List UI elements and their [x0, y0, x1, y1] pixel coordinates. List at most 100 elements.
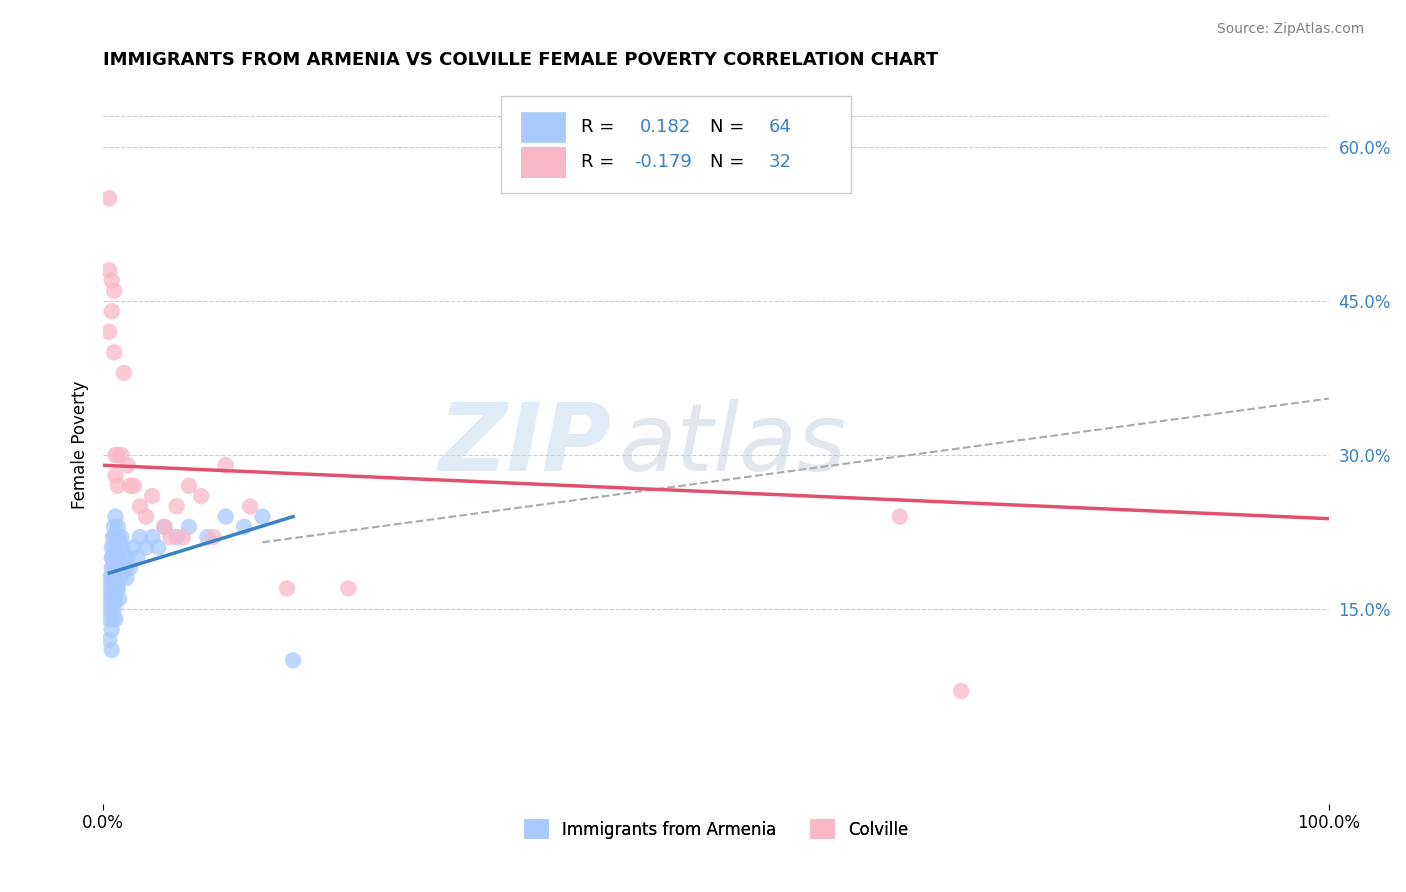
Point — [107, 520, 129, 534]
Point — [101, 571, 124, 585]
Point — [129, 530, 152, 544]
Point — [111, 541, 134, 555]
Point — [105, 582, 128, 596]
Point — [159, 530, 181, 544]
Point — [100, 561, 122, 575]
Point — [100, 273, 122, 287]
Point — [120, 561, 142, 575]
Point — [107, 448, 129, 462]
Text: N =: N = — [710, 118, 749, 136]
Point — [103, 541, 125, 555]
Point — [110, 530, 132, 544]
Point — [100, 643, 122, 657]
Point — [141, 489, 163, 503]
Point — [114, 561, 136, 575]
Point — [112, 366, 135, 380]
Point — [110, 571, 132, 585]
Point — [100, 591, 122, 606]
Point — [177, 479, 200, 493]
Text: R =: R = — [581, 153, 620, 171]
Point — [281, 653, 304, 667]
Point — [100, 602, 122, 616]
Point — [101, 530, 124, 544]
Point — [104, 550, 127, 565]
Text: 32: 32 — [769, 153, 792, 171]
Text: 64: 64 — [769, 118, 792, 136]
Point — [122, 541, 145, 555]
Point — [98, 582, 121, 596]
Point — [117, 458, 139, 473]
Point — [148, 541, 170, 555]
Point — [135, 541, 157, 555]
Point — [100, 541, 122, 555]
Point — [98, 263, 121, 277]
Point — [190, 489, 212, 503]
Point — [127, 550, 149, 565]
Point — [98, 602, 121, 616]
Point — [98, 571, 121, 585]
Point — [107, 550, 129, 565]
Point — [120, 479, 142, 493]
Point — [104, 509, 127, 524]
Point — [104, 571, 127, 585]
Point — [950, 684, 973, 698]
Point — [195, 530, 218, 544]
Legend: Immigrants from Armenia, Colville: Immigrants from Armenia, Colville — [517, 813, 915, 846]
Point — [141, 530, 163, 544]
Point — [166, 500, 188, 514]
Point — [889, 509, 911, 524]
Point — [98, 325, 121, 339]
Point — [166, 530, 188, 544]
Point — [117, 550, 139, 565]
Point — [100, 571, 122, 585]
Text: 0.182: 0.182 — [640, 118, 692, 136]
Point — [202, 530, 225, 544]
Point — [101, 591, 124, 606]
Text: atlas: atlas — [617, 400, 846, 491]
Point — [108, 591, 131, 606]
Text: -0.179: -0.179 — [634, 153, 692, 171]
Point — [107, 582, 129, 596]
Point — [101, 612, 124, 626]
Point — [101, 550, 124, 565]
Point — [105, 530, 128, 544]
Point — [104, 530, 127, 544]
Point — [110, 541, 132, 555]
Point — [233, 520, 256, 534]
FancyBboxPatch shape — [522, 146, 565, 177]
Point — [98, 612, 121, 626]
Point — [104, 468, 127, 483]
Point — [103, 561, 125, 575]
Point — [107, 479, 129, 493]
Point — [153, 520, 176, 534]
Point — [98, 591, 121, 606]
Point — [100, 304, 122, 318]
Point — [98, 191, 121, 205]
Point — [215, 458, 238, 473]
Point — [104, 448, 127, 462]
Point — [110, 561, 132, 575]
Point — [122, 479, 145, 493]
Point — [153, 520, 176, 534]
Point — [135, 509, 157, 524]
Point — [110, 448, 132, 462]
Point — [103, 602, 125, 616]
Point — [239, 500, 262, 514]
Point — [104, 591, 127, 606]
Point — [100, 623, 122, 637]
Text: Source: ZipAtlas.com: Source: ZipAtlas.com — [1216, 22, 1364, 37]
Point — [129, 500, 152, 514]
Point — [108, 561, 131, 575]
Point — [103, 345, 125, 359]
Point — [103, 582, 125, 596]
Point — [100, 550, 122, 565]
Point — [252, 509, 274, 524]
Point — [215, 509, 238, 524]
Text: ZIP: ZIP — [439, 399, 612, 491]
Point — [337, 582, 360, 596]
Point — [103, 520, 125, 534]
Point — [105, 561, 128, 575]
FancyBboxPatch shape — [522, 112, 565, 142]
Y-axis label: Female Poverty: Female Poverty — [72, 381, 89, 509]
Point — [104, 612, 127, 626]
